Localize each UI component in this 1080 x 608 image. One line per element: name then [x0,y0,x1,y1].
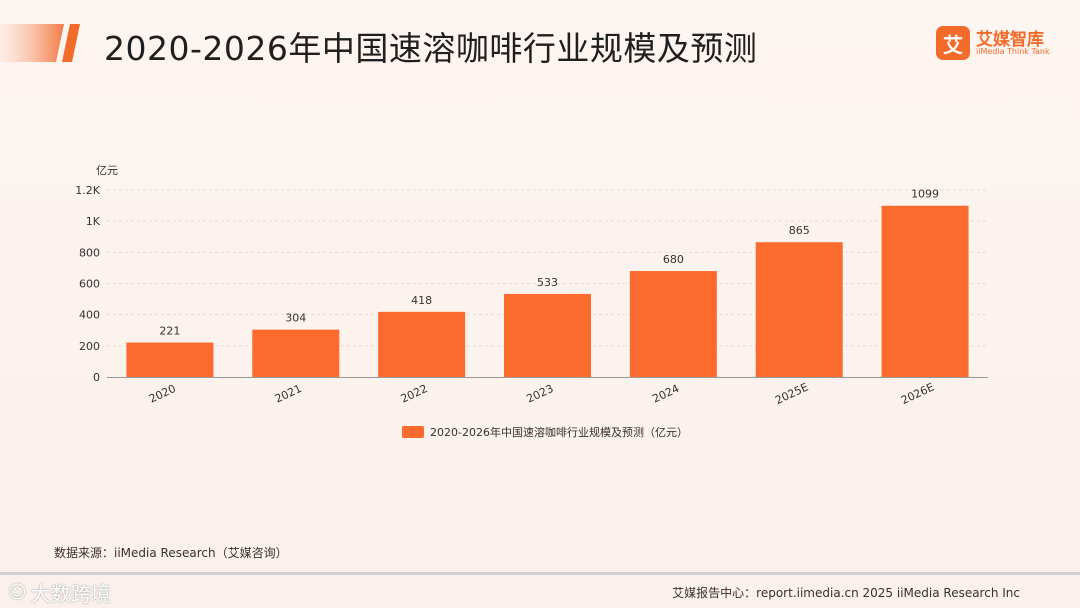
legend-label: 2020-2026年中国速溶咖啡行业规模及预测（亿元） [430,425,688,439]
y-tick-label: 1.2K [75,184,100,197]
y-tick-label: 200 [79,340,100,353]
brand-logo: 艾 艾媒智库 iiMedia Think Tank [936,24,1076,64]
bar [755,242,843,377]
data-label: 865 [789,224,810,237]
footer-divider [0,572,1080,575]
y-tick-label: 800 [79,246,100,259]
data-label: 680 [663,253,684,266]
bar [126,342,214,377]
title-accent-decoration [0,24,80,62]
data-label: 533 [537,276,558,289]
page-title: 2020-2026年中国速溶咖啡行业规模及预测 [104,29,758,68]
x-tick-label: 2026E [899,381,936,408]
bar [881,205,969,377]
data-label: 221 [159,325,180,338]
x-tick-label: 2023 [525,382,556,406]
y-tick-label: 1K [86,215,101,228]
legend-swatch [402,426,424,438]
x-tick-label: 2020 [147,382,178,406]
y-tick-label: 0 [93,371,100,384]
watermark-icon: ☺ [8,582,27,603]
data-source: 数据来源：iiMedia Research（艾媒咨询） [54,546,288,560]
footer-credit: 艾媒报告中心：report.iimedia.cn 2025 iiMedia Re… [672,586,1020,600]
x-tick-label: 2022 [399,382,430,406]
bar [252,329,340,377]
data-label: 1099 [911,188,939,201]
y-tick-label: 400 [79,309,100,322]
bar [504,293,591,377]
bar [378,311,466,377]
y-axis-unit-label: 亿元 [96,164,118,177]
x-tick-label: 2024 [650,382,681,406]
y-tick-label: 600 [79,278,100,291]
data-label: 418 [411,294,432,307]
x-tick-label: 2025E [773,381,810,408]
x-tick-label: 2021 [273,382,304,406]
watermark-text: 大数跨境 [30,582,111,606]
logo-badge-icon: 艾 [936,26,970,60]
logo-subtitle: iiMedia Think Tank [976,47,1050,56]
data-label: 304 [285,312,306,325]
bar [629,271,717,377]
watermark: ☺ 大数跨境 [8,578,111,607]
logo-name: 艾媒智库 [976,30,1044,50]
